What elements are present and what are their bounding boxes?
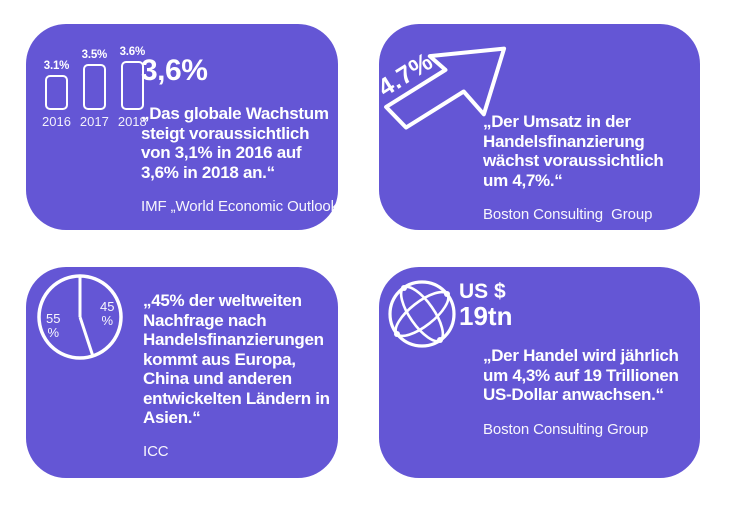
- bar-value-label: 3.1%: [43, 60, 70, 72]
- globe-icon: [388, 280, 456, 348]
- quote-text: „Das globale Wachstum steigt voraussicht…: [141, 104, 329, 182]
- bar-rect: [120, 61, 144, 110]
- bar-rect: [82, 64, 106, 110]
- source-attribution: Boston Consulting Group: [483, 421, 649, 438]
- quote-text: „45% der weltweiten Nachfrage nach Hande…: [143, 291, 330, 427]
- card-trade-finance-demand: 45 % 55 % „45% der weltweiten Nachfrage …: [26, 267, 338, 478]
- bar-year-label: 2018: [117, 114, 147, 129]
- bar-value-label: 3.6%: [119, 46, 146, 58]
- source-attribution: IMF „World Economic Outlook“: [141, 198, 343, 215]
- pie-slice-label-55: 55 %: [46, 311, 61, 340]
- growth-arrow-icon: 4.7%: [381, 46, 507, 130]
- bar-2016: 3.1% 2016: [42, 60, 71, 129]
- stat-amount-label: 19tn: [459, 301, 513, 331]
- card-trade-volume: US $ 19tn „Der Handel wird jährlich um 4…: [379, 267, 700, 478]
- bar-2017: 3.5% 2017: [80, 49, 109, 129]
- pie-chart: [37, 274, 123, 360]
- bar-rect: [44, 75, 68, 110]
- stat-currency-label: US $: [459, 280, 506, 303]
- quote-text: „Der Umsatz in der Handelsfinanzierung w…: [483, 112, 664, 190]
- headline-stat: 3,6%: [141, 54, 208, 87]
- bar-year-label: 2017: [79, 114, 109, 129]
- card-global-growth: 3.1% 2016 3.5% 2017 3.6% 2018 3,6% „Das …: [26, 24, 343, 230]
- card-trade-finance-revenue: 4.7% „Der Umsatz in der Handelsfinanzier…: [379, 24, 700, 230]
- source-attribution: ICC: [143, 443, 169, 460]
- stat-block: US $ 19tn: [459, 281, 512, 330]
- bar-chart: 3.1% 2016 3.5% 2017 3.6% 2018: [42, 46, 147, 129]
- quote-text: „Der Handel wird jährlich um 4,3% auf 19…: [483, 346, 679, 404]
- bar-year-label: 2016: [42, 114, 71, 129]
- pie-slice-label-45: 45 %: [100, 299, 115, 328]
- bar-2018: 3.6% 2018: [118, 46, 147, 129]
- source-attribution: Boston Consulting Group: [483, 206, 653, 223]
- bar-value-label: 3.5%: [81, 49, 108, 61]
